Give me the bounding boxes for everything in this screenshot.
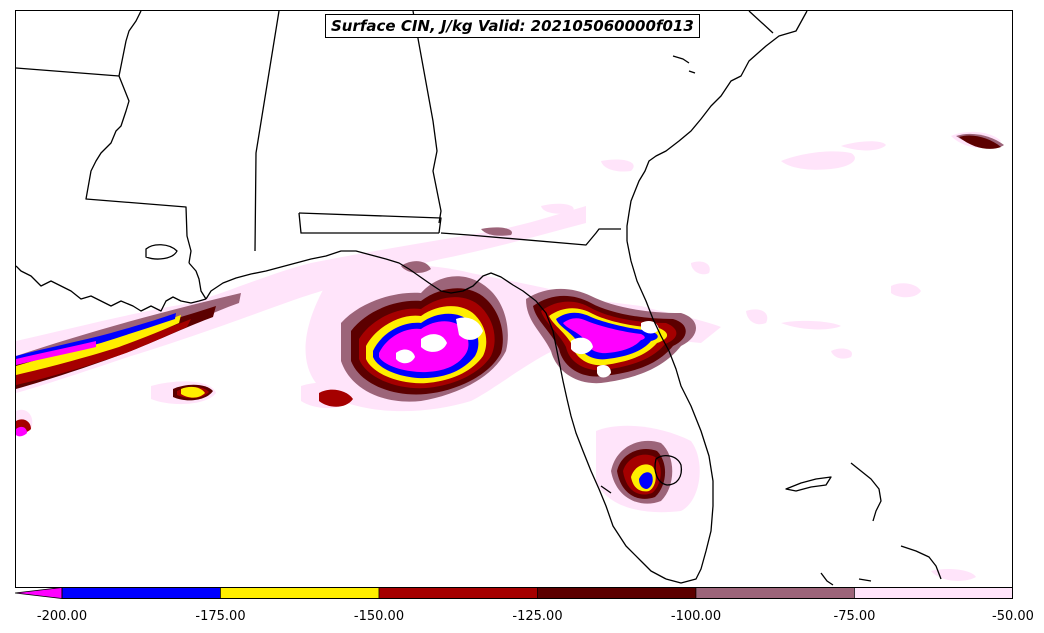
colorbar-tick-label: -100.00: [670, 609, 722, 624]
colorbar-cell-2: [378, 587, 538, 599]
colorbar-tick-label: -175.00: [195, 609, 246, 624]
colorbar: [15, 587, 1013, 599]
map-title: Surface CIN, J/kg Valid: 202105060000f01…: [325, 14, 700, 38]
colorbar-tick-label: -125.00: [512, 609, 563, 624]
map-title-text: Surface CIN, J/kg Valid: 202105060000f01…: [331, 17, 694, 35]
coastlines-and-borders: [16, 11, 942, 586]
cin-inner-holes: [396, 317, 659, 378]
colorbar-cell-0: [61, 587, 221, 599]
colorbar-under-triangle: [15, 587, 63, 599]
cin-light-shading: [16, 131, 1001, 581]
map-panel: [15, 10, 1013, 588]
colorbar-cell-3: [537, 587, 697, 599]
colorbar-outline: [61, 587, 1013, 599]
colorbar-cell-4: [695, 587, 855, 599]
cin-map: [16, 11, 1004, 586]
colorbar-cells: [61, 587, 1013, 599]
colorbar-tick-label: -50.00: [992, 609, 1034, 624]
colorbar-cell-1: [220, 587, 380, 599]
colorbar-tick-label: -75.00: [833, 609, 876, 624]
colorbar-tick-label: -150.00: [353, 609, 405, 624]
colorbar-tick-label: -200.00: [36, 609, 88, 624]
colorbar-cell-5: [854, 587, 1013, 599]
